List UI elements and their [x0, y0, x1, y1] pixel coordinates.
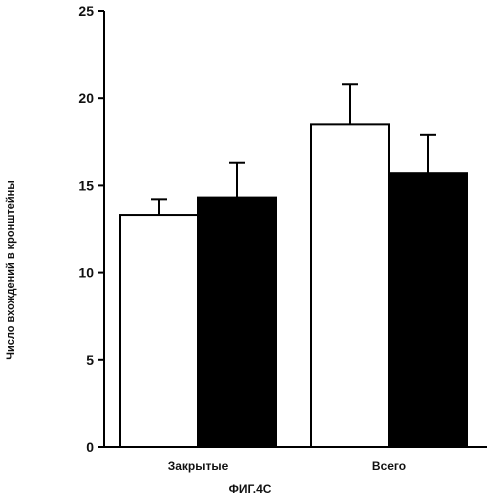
- y-tick-label: 5: [86, 352, 94, 368]
- y-tick-label: 0: [86, 439, 94, 455]
- bars: [120, 124, 467, 447]
- bar: [311, 124, 389, 447]
- y-tick-label: 15: [78, 177, 94, 193]
- y-tick-label: 25: [78, 3, 94, 19]
- bar: [389, 173, 467, 447]
- x-axis-categories: Закрытые Всего: [168, 459, 406, 473]
- y-axis-ticks: 0 5 10 15 20 25: [78, 3, 104, 455]
- y-axis-title: Число вхождений в кронштейны: [5, 180, 17, 359]
- x-category-label: Всего: [372, 459, 406, 473]
- y-tick-label: 20: [78, 90, 94, 106]
- y-tick-label: 10: [78, 265, 94, 281]
- bar: [120, 215, 198, 447]
- figure-label: ФИГ.4С: [229, 482, 272, 496]
- x-category-label: Закрытые: [168, 459, 229, 473]
- bar: [198, 198, 276, 447]
